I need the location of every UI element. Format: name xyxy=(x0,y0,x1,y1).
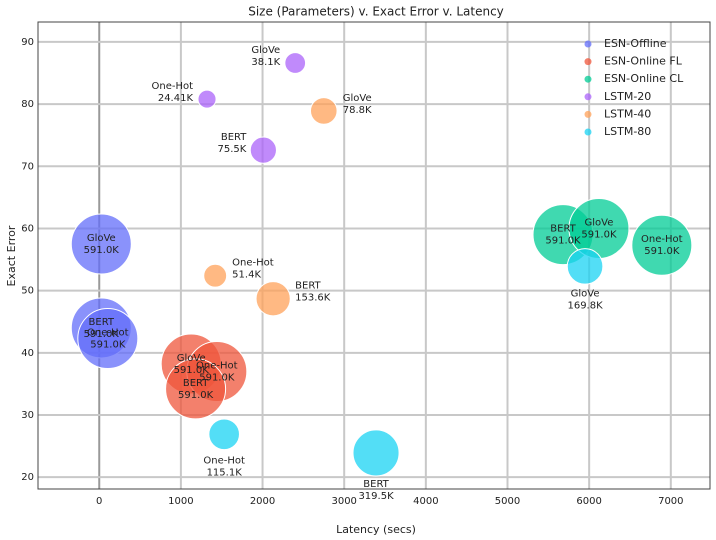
x-axis-title: Latency (secs) xyxy=(336,523,416,536)
bubble-name: One-Hot xyxy=(151,81,193,92)
legend-marker xyxy=(584,40,592,48)
bubble-size-label: 38.1K xyxy=(251,57,280,68)
bubble-name: One-Hot xyxy=(641,234,683,245)
bubble-size-label: 319.5K xyxy=(358,491,394,502)
bubble-name: BERT xyxy=(89,317,115,328)
bubble-size-label: 591.0K xyxy=(174,365,210,376)
plot-border xyxy=(37,21,711,490)
bubble-size-label: 591.0K xyxy=(199,372,235,383)
bubble-size-label: 591.0K xyxy=(644,246,680,257)
bubble xyxy=(631,214,693,276)
bubble-name: BERT xyxy=(295,281,321,292)
bubble-name: GloVe xyxy=(571,288,600,299)
bubble xyxy=(203,263,228,288)
bubble xyxy=(566,248,604,285)
bubble-size-label: 591.0K xyxy=(545,236,581,247)
x-tick-label: 2000 xyxy=(250,496,275,507)
legend-label: ESN-Offline xyxy=(604,37,667,50)
bubble-name: One-Hot xyxy=(196,360,238,371)
x-tick-label: 1000 xyxy=(168,496,193,507)
bubble-size-label: 591.0K xyxy=(581,229,617,240)
bubble-name: GloVe xyxy=(251,45,280,56)
bubble xyxy=(249,136,277,164)
legend-label: LSTM-20 xyxy=(604,90,651,103)
bubble-name: GloVe xyxy=(585,217,614,228)
bubble xyxy=(197,89,217,109)
bubble-name: BERT xyxy=(550,224,576,235)
x-tick-label: 6000 xyxy=(576,496,601,507)
bubble-name: GloVe xyxy=(87,233,116,244)
legend-marker xyxy=(584,128,592,136)
bubble-name: GloVe xyxy=(343,93,372,104)
bubble-name: GloVe xyxy=(177,353,206,364)
bubble-name: One-Hot xyxy=(232,258,274,269)
legend-marker xyxy=(584,110,592,118)
bubble-size-label: 169.8K xyxy=(567,300,603,311)
legend-label: ESN-Online CL xyxy=(604,72,684,85)
x-tick-label: 4000 xyxy=(413,496,438,507)
bubble xyxy=(70,213,132,275)
bubble-name: BERT xyxy=(221,132,247,143)
y-tick-label: 60 xyxy=(21,223,34,234)
bubble-name: BERT xyxy=(363,479,389,490)
bubble xyxy=(255,281,291,317)
legend: ESN-Offline ESN-Online FL ESN-Online CL LST… xyxy=(584,37,684,138)
bubble-size-label: 591.0K xyxy=(178,390,214,401)
bubble xyxy=(352,429,400,477)
y-tick-label: 20 xyxy=(21,472,34,483)
legend-label: LSTM-40 xyxy=(604,107,651,120)
bubble-size-label: 591.0K xyxy=(84,245,120,256)
chart-title: Size (Parameters) v. Exact Error v. Late… xyxy=(248,5,504,19)
y-axis-title: Exact Error xyxy=(5,225,18,286)
bubble-name: One-Hot xyxy=(203,455,245,466)
legend-marker xyxy=(584,58,592,66)
bubble-size-label: 591.0K xyxy=(90,340,126,351)
bubble-size-label: 75.5K xyxy=(218,144,247,155)
bubble-name: One-Hot xyxy=(87,328,129,339)
bubble-size-label: 153.6K xyxy=(295,293,331,304)
y-tick-label: 80 xyxy=(21,99,34,110)
bubble xyxy=(309,97,338,125)
y-tick-label: 70 xyxy=(21,161,34,172)
legend-label: ESN-Online FL xyxy=(604,55,683,68)
bubble-size-label: 591.0K xyxy=(84,329,120,340)
bubble-size-label: 24.41K xyxy=(158,93,194,104)
y-tick-label: 90 xyxy=(21,37,34,48)
bubbles xyxy=(70,52,693,477)
x-tick-label: 3000 xyxy=(331,496,356,507)
bubble xyxy=(284,52,307,74)
bubble-size-label: 78.8K xyxy=(343,105,372,116)
y-tick-label: 30 xyxy=(21,410,34,421)
legend-label: LSTM-80 xyxy=(604,125,651,138)
bubble-size-label: 51.4K xyxy=(232,270,261,281)
legend-marker xyxy=(584,93,592,101)
bubble xyxy=(165,358,227,420)
bubble-size-label: 115.1K xyxy=(207,467,243,478)
bubble xyxy=(77,308,139,370)
y-tick-label: 40 xyxy=(21,348,34,359)
bubble-name: BERT xyxy=(183,378,209,389)
y-tick-label: 50 xyxy=(21,286,34,297)
x-tick-label: 7000 xyxy=(658,496,683,507)
bubble-labels: GloVe591.0KBERT591.0KOne-Hot591.0KGloVe5… xyxy=(84,45,683,502)
legend-marker xyxy=(584,75,592,83)
x-tick-label: 0 xyxy=(96,496,102,507)
bubble xyxy=(208,418,240,451)
x-tick-label: 5000 xyxy=(495,496,520,507)
